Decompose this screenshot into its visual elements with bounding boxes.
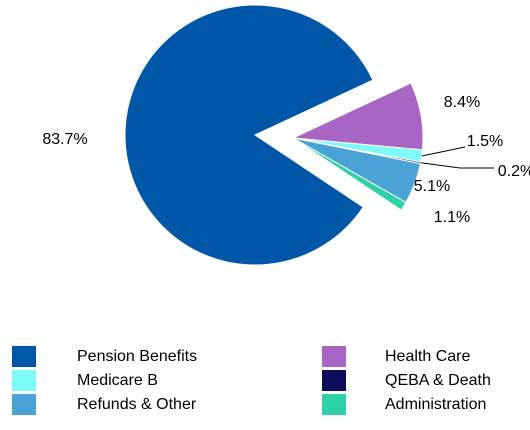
data-label: 83.7% xyxy=(42,131,87,148)
legend-swatch xyxy=(12,370,36,391)
legend-swatch xyxy=(322,370,346,391)
legend-swatch xyxy=(322,346,346,367)
legend-label: Medicare B xyxy=(77,372,158,389)
legend-label: Pension Benefits xyxy=(77,348,197,365)
pie-slice xyxy=(124,4,374,266)
pie-slice xyxy=(292,137,407,211)
legend-swatch xyxy=(12,394,36,415)
data-label: 5.1% xyxy=(414,178,450,195)
legend-swatch xyxy=(12,346,36,367)
data-label: 0.2% xyxy=(498,163,530,180)
legend-label: QEBA & Death xyxy=(385,372,491,389)
data-label: 8.4% xyxy=(444,94,480,111)
data-label: 1.5% xyxy=(467,133,503,150)
leader-line xyxy=(421,146,466,157)
data-label: 1.1% xyxy=(434,209,470,226)
legend-label: Refunds & Other xyxy=(77,396,197,413)
legend-label: Health Care xyxy=(385,348,470,365)
leader-line xyxy=(420,162,494,169)
legend-label: Administration xyxy=(385,396,486,413)
legend-swatch xyxy=(322,394,346,415)
